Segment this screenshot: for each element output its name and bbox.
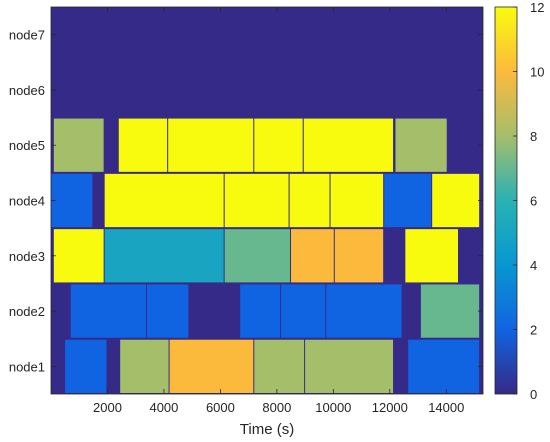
segment-node4 xyxy=(104,173,224,228)
segment-node1 xyxy=(305,339,394,393)
segment-node3 xyxy=(53,229,104,283)
segment-node2 xyxy=(70,284,146,338)
y-axis-ticks: node1 node2 node3 node4 node5 node6 node7 xyxy=(9,28,483,374)
segment-node1 xyxy=(120,339,169,393)
segment-node1 xyxy=(169,339,254,393)
colorbar-tick-label: 10 xyxy=(530,65,544,80)
colorbar-tick-label: 4 xyxy=(530,258,537,273)
segment-node5 xyxy=(303,118,394,172)
y-tick-label-node2: node2 xyxy=(9,304,45,319)
y-tick-label-node7: node7 xyxy=(9,28,45,43)
segment-node4 xyxy=(432,173,480,228)
segment-node4 xyxy=(224,173,289,228)
y-tick-label-node1: node1 xyxy=(9,359,45,374)
segment-node2 xyxy=(326,284,402,338)
segment-node1 xyxy=(254,339,305,393)
segment-node5 xyxy=(395,118,447,172)
segment-node2 xyxy=(281,284,326,338)
segment-node1 xyxy=(408,339,480,393)
segment-node5 xyxy=(254,118,303,172)
colorbar-tick-label: 12 xyxy=(530,0,544,15)
segment-node3 xyxy=(334,229,384,283)
segment-node5 xyxy=(118,118,168,172)
x-tick-label: 4000 xyxy=(149,400,178,415)
segments-layer xyxy=(51,118,480,393)
segment-node4 xyxy=(51,173,93,228)
segment-node4 xyxy=(289,173,330,228)
segment-node4 xyxy=(330,173,384,228)
x-axis-label: Time (s) xyxy=(240,421,294,438)
segment-node3 xyxy=(291,229,334,283)
colorbar-tick-label: 2 xyxy=(530,323,537,338)
x-tick-label: 8000 xyxy=(262,400,291,415)
y-tick-label-node6: node6 xyxy=(9,83,45,98)
segment-node2 xyxy=(420,284,480,338)
colorbar-tick-label: 6 xyxy=(530,194,537,209)
x-axis-ticks: 2000 4000 6000 8000 10000 12000 14000 xyxy=(93,7,464,415)
segment-node5 xyxy=(168,118,254,172)
x-tick-label: 6000 xyxy=(206,400,235,415)
x-tick-label: 10000 xyxy=(315,400,351,415)
segment-node1 xyxy=(65,339,107,393)
y-tick-label-node5: node5 xyxy=(9,138,45,153)
y-tick-label-node3: node3 xyxy=(9,249,45,264)
segment-node5 xyxy=(53,118,104,172)
segment-node4 xyxy=(384,173,432,228)
x-tick-label: 2000 xyxy=(93,400,122,415)
segment-node2 xyxy=(147,284,189,338)
segment-node3 xyxy=(104,229,224,283)
segment-node3 xyxy=(224,229,290,283)
segment-node2 xyxy=(240,284,281,338)
x-tick-label: 12000 xyxy=(372,400,408,415)
colorbar: 0 2 4 6 8 10 12 xyxy=(494,0,544,402)
y-tick-label-node4: node4 xyxy=(9,194,45,209)
segment-node3 xyxy=(405,229,458,283)
x-tick-label: 14000 xyxy=(428,400,464,415)
colorbar-tick-label: 8 xyxy=(530,129,537,144)
colorbar-tick-label: 0 xyxy=(530,387,537,402)
